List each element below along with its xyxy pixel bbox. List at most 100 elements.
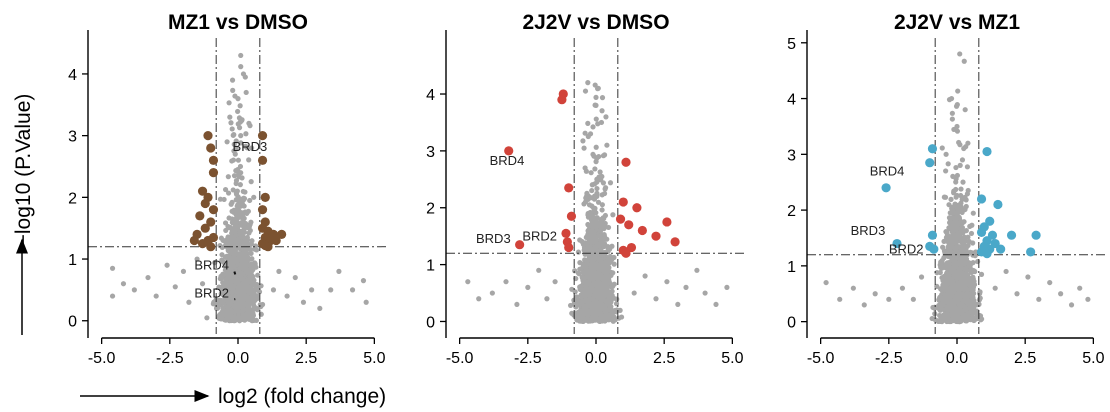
nonsignificant-point (576, 318, 583, 324)
nonsignificant-point (932, 317, 939, 323)
nonsignificant-point (229, 208, 235, 214)
nonsignificant-point (572, 268, 578, 274)
nonsignificant-point (861, 302, 867, 308)
nonsignificant-point (585, 210, 591, 217)
nonsignificant-point (222, 254, 229, 260)
nonsignificant-point (1077, 285, 1083, 291)
nonsignificant-point (582, 130, 588, 136)
nonsignificant-point (582, 88, 589, 94)
nonsignificant-point (605, 243, 611, 250)
nonsignificant-point (164, 262, 170, 268)
nonsignificant-point (270, 287, 277, 293)
y-tick-label: 3 (426, 144, 435, 161)
nonsignificant-point (242, 316, 249, 322)
nonsignificant-point (612, 317, 618, 323)
nonsignificant-point (589, 236, 595, 243)
significant-point (277, 229, 287, 239)
nonsignificant-point (642, 273, 648, 279)
nonsignificant-point (256, 289, 263, 295)
nonsignificant-point (596, 252, 602, 258)
nonsignificant-point (702, 290, 708, 296)
nonsignificant-point (585, 228, 591, 234)
nonsignificant-point (230, 285, 236, 292)
panel-mz1-vs-dmso: MZ1 vs DMSO BRD3 BRD4 BRD2 0 1 2 3 4 -5.0 -2.5 0.0 2… (68, 11, 386, 367)
nonsignificant-point (597, 308, 603, 314)
nonsignificant-point (1047, 279, 1053, 286)
nonsignificant-point (222, 220, 229, 226)
nonsignificant-point (1058, 291, 1064, 297)
nonsignificant-point (592, 193, 598, 199)
nonsignificant-point (970, 315, 976, 321)
gene-label-brd2: BRD2 (522, 229, 557, 244)
nonsignificant-point (235, 96, 241, 102)
nonsignificant-point (219, 274, 225, 281)
nonsignificant-point (238, 52, 244, 59)
nonsignificant-point (232, 151, 238, 157)
nonsignificant-point (582, 165, 588, 171)
nonsignificant-point (604, 142, 610, 148)
nonsignificant-point (234, 203, 240, 209)
nonsignificant-point (276, 268, 282, 274)
nonsignificant-point (580, 138, 586, 144)
nonsignificant-point (952, 295, 959, 301)
nonsignificant-point (960, 230, 966, 236)
nonsignificant-point (235, 279, 241, 286)
nonsignificant-point (199, 281, 206, 287)
nonsignificant-point (957, 267, 963, 273)
nonsignificant-point (232, 294, 238, 300)
nonsignificant-point (945, 312, 951, 319)
significant-point (564, 242, 574, 253)
nonsignificant-point (950, 280, 956, 286)
x-tick-label: 0.0 (585, 350, 607, 367)
nonsignificant-point (957, 51, 963, 57)
nonsignificant-point (309, 287, 315, 293)
significant-point (621, 248, 631, 258)
nonsignificant-point (328, 287, 334, 293)
nonsignificant-point (226, 282, 232, 288)
nonsignificant-point (249, 238, 255, 244)
nonsignificant-point (953, 269, 959, 276)
significant-point (927, 230, 938, 240)
nonsignificant-point (604, 236, 610, 242)
nonsignificant-point (954, 123, 960, 130)
nonsignificant-point (172, 284, 178, 290)
nonsignificant-point (599, 173, 605, 180)
nonsignificant-point (592, 166, 598, 172)
x-tick-label: -5.0 (446, 350, 474, 367)
nonsignificant-point (872, 291, 878, 297)
nonsignificant-point (233, 190, 239, 196)
nonsignificant-point (239, 294, 245, 301)
nonsignificant-point (595, 199, 602, 205)
nonsignificant-point (949, 110, 955, 116)
significant-point (515, 240, 525, 250)
nonsignificant-point (949, 116, 955, 122)
nonsignificant-point (581, 293, 587, 299)
nonsignificant-point (579, 238, 585, 245)
nonsignificant-point (946, 273, 952, 279)
nonsignificant-point (910, 296, 916, 302)
nonsignificant-point (220, 312, 226, 318)
nonsignificant-point (975, 258, 981, 265)
x-tick-label: -5.0 (807, 350, 835, 367)
nonsignificant-point (586, 202, 593, 208)
nonsignificant-point (575, 296, 581, 302)
nonsignificant-point (953, 179, 959, 185)
nonsignificant-point (292, 274, 298, 281)
nonsignificant-point (241, 248, 248, 254)
significant-point (670, 237, 680, 247)
nonsignificant-point (237, 163, 244, 170)
nonsignificant-point (617, 307, 623, 313)
nonsignificant-point (953, 226, 959, 232)
nonsignificant-point (246, 276, 253, 282)
y-tick-label: 0 (68, 314, 77, 331)
nonsignificant-point (229, 314, 236, 320)
significant-point (271, 235, 281, 246)
significant-point (208, 205, 219, 215)
nonsignificant-point (233, 168, 239, 174)
nonsignificant-point (605, 313, 612, 319)
nonsignificant-point (241, 229, 248, 235)
nonsignificant-point (230, 259, 237, 266)
nonsignificant-point (946, 202, 952, 208)
nonsignificant-point (575, 270, 582, 276)
nonsignificant-point (476, 296, 482, 302)
